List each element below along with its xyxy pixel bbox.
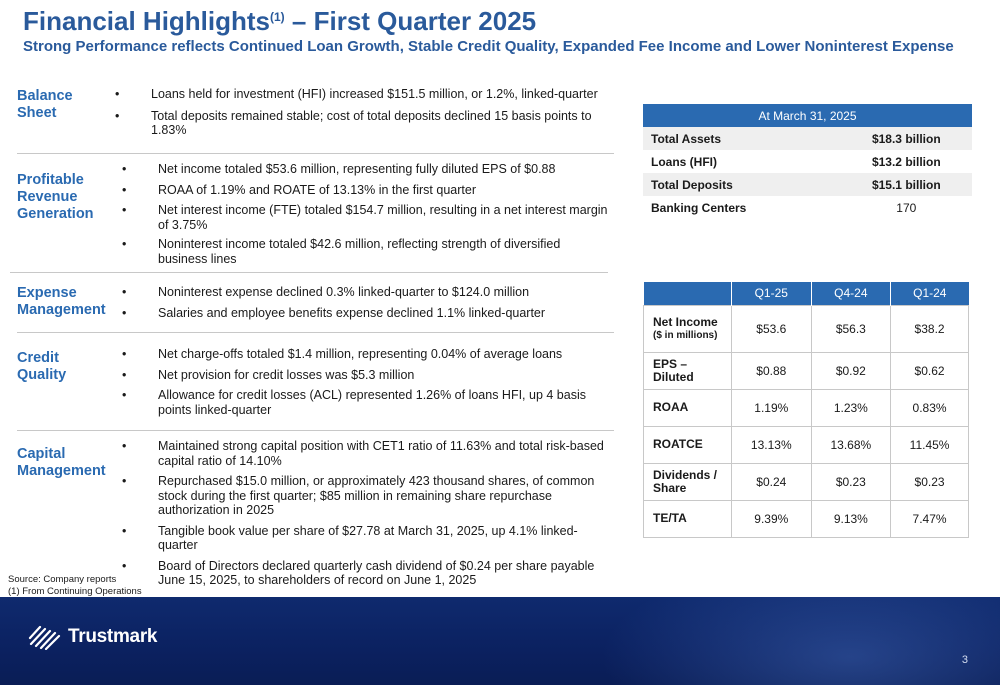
cell-q4-24: $56.3: [810, 304, 892, 353]
table-row: Total Deposits $15.1 billion: [643, 173, 972, 196]
row-label: ROATCE: [643, 425, 732, 464]
cell-q1-25: 9.39%: [731, 499, 812, 538]
section-label: Capital Management: [17, 446, 106, 479]
row-label: Total Assets: [643, 127, 841, 150]
logo-text: Trustmark: [68, 626, 158, 647]
bullet-item: Noninterest income totaled $42.6 million…: [122, 237, 608, 266]
bullet-item: ROAA of 1.19% and ROATE of 13.13% in the…: [122, 183, 608, 198]
footnote-1: (1) From Continuing Operations: [8, 585, 142, 597]
row-value: $13.2 billion: [871, 154, 941, 169]
bullet-item: Repurchased $15.0 million, or approximat…: [122, 474, 608, 518]
cell-q1-24: 11.45%: [890, 425, 969, 464]
bullet-item: Net provision for credit losses was $5.3…: [122, 368, 608, 383]
bullet-item: Total deposits remained stable; cost of …: [115, 109, 621, 138]
table-row: Net Income ($ in millions) $53.6 $56.3 $3…: [643, 304, 969, 353]
row-label: Total Deposits: [643, 173, 841, 196]
cell-q1-25: $0.24: [731, 462, 812, 501]
bullet-item: Loans held for investment (HFI) increase…: [115, 87, 621, 102]
row-label: Loans (HFI): [651, 154, 717, 169]
page-subtitle: Strong Performance reflects Continued Lo…: [23, 38, 954, 55]
cell-q1-24: $38.2: [890, 304, 969, 353]
row-label: Dividends / Share: [643, 462, 732, 501]
section-label: Profitable Revenue Generation: [17, 172, 94, 222]
section-divider: [17, 430, 614, 431]
trustmark-logo: Trustmark: [28, 624, 157, 650]
section-divider: [17, 153, 614, 154]
row-value: 170: [896, 200, 917, 215]
cell-q4-24: 9.13%: [810, 499, 892, 538]
bullet-item: Tangible book value per share of $27.78 …: [122, 524, 608, 553]
cell-q1-25: $53.6: [731, 304, 812, 353]
cell-q1-25: 1.19%: [731, 388, 812, 427]
cell-q1-25: 13.13%: [731, 425, 812, 464]
table-row: Banking Centers 170: [643, 196, 972, 219]
section-balance-sheet: Balance Sheet Loans held for investment …: [17, 87, 617, 147]
table-row: ROATCE 13.13% 13.68% 11.45%: [643, 425, 969, 464]
cell-q1-24: $0.23: [890, 462, 969, 501]
section-label: Credit Quality: [17, 350, 67, 383]
table-row: TE/TA 9.39% 9.13% 7.47%: [643, 499, 969, 538]
footnotes: Source: Company reports (1) From Continu…: [8, 574, 142, 597]
cell-q1-24: $0.62: [890, 351, 969, 390]
section-divider: [10, 272, 608, 273]
column-header: Q1-25: [731, 282, 812, 305]
row-value: $18.3 billion: [840, 127, 972, 150]
table-row: Total Assets $18.3 billion: [643, 127, 972, 150]
cell-q4-24: $0.92: [810, 351, 892, 390]
table-row: ROAA 1.19% 1.23% 0.83%: [643, 388, 969, 427]
cell-q1-24: 7.47%: [890, 499, 969, 538]
cell-q4-24: 1.23%: [810, 388, 892, 427]
cell-q1-24: 0.83%: [890, 388, 969, 427]
bullet-item: Maintained strong capital position with …: [122, 439, 608, 468]
source-note: Source: Company reports: [8, 574, 117, 585]
row-value: $15.1 billion: [840, 173, 972, 196]
row-label: EPS – Diluted: [643, 351, 732, 390]
metrics-table: Q1-25 Q4-24 Q1-24 Net Income ($ in millio…: [643, 282, 969, 538]
cell-q4-24: 13.68%: [810, 425, 892, 464]
table-row: EPS – Diluted $0.88 $0.92 $0.62: [643, 351, 969, 390]
bullet-item: Noninterest expense declined 0.3% linked…: [122, 285, 608, 300]
row-sublabel: ($ in millions): [653, 329, 718, 341]
page-number: 3: [961, 654, 968, 666]
bullet-item: Net income totaled $53.6 million, repres…: [122, 162, 608, 177]
snapshot-table: At March 31, 2025 Total Assets $18.3 bil…: [643, 104, 972, 219]
bullet-item: Salaries and employee benefits expense d…: [122, 306, 608, 321]
snapshot-table-header: At March 31, 2025: [643, 104, 972, 127]
table-row: Loans (HFI) $13.2 billion: [643, 150, 972, 173]
page-title: Financial Highlights(1) – First Quarter …: [23, 6, 537, 36]
bullet-item: Net charge-offs totaled $1.4 million, re…: [122, 347, 608, 362]
cell-q4-24: $0.23: [810, 462, 892, 501]
column-header: [643, 282, 732, 305]
title-footnote-marker: (1): [270, 10, 285, 24]
section-label: Expense Management: [17, 285, 106, 318]
row-label: Banking Centers: [651, 200, 747, 215]
bullet-item: Board of Directors declared quarterly ca…: [122, 559, 608, 588]
cell-q1-25: $0.88: [731, 351, 812, 390]
column-header: Q4-24: [810, 282, 891, 305]
section-profitable-revenue: Profitable Revenue Generation Net income…: [17, 162, 617, 272]
row-label: ROAA: [643, 388, 732, 427]
section-divider: [17, 332, 614, 333]
section-expense-management: Expense Management Noninterest expense d…: [17, 285, 617, 330]
bullet-item: Net interest income (FTE) totaled $154.7…: [122, 203, 608, 232]
footer-bar: Trustmark 3: [0, 597, 1000, 685]
table-row: Dividends / Share $0.24 $0.23 $0.23: [643, 462, 969, 501]
row-label: TE/TA: [643, 499, 732, 538]
bullet-item: Allowance for credit losses (ACL) repres…: [122, 388, 608, 417]
trustmark-emblem-icon: [28, 625, 61, 650]
column-header: Q1-24: [890, 282, 969, 305]
section-capital-management: Capital Management Maintained strong cap…: [17, 439, 617, 589]
section-label: Balance Sheet: [17, 88, 73, 121]
section-credit-quality: Credit Quality Net charge-offs totaled $…: [17, 347, 617, 422]
row-label: Net Income ($ in millions): [643, 304, 732, 353]
